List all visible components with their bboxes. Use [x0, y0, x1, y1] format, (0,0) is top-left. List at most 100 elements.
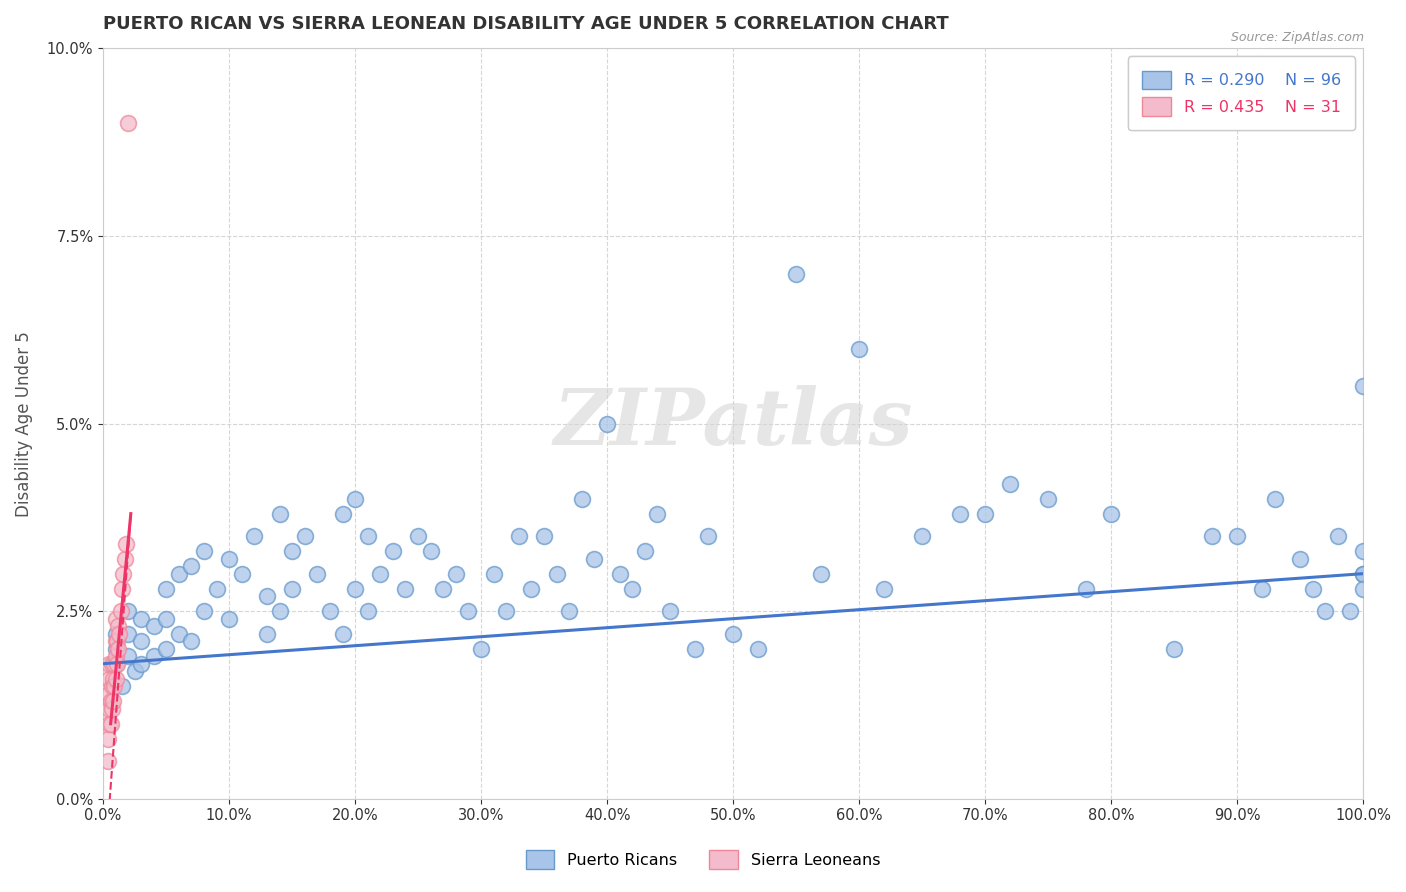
Point: [1351, 544, 1374, 558]
Point: [721, 626, 744, 640]
Point: [111, 582, 134, 596]
Point: [583, 551, 606, 566]
Point: [281, 544, 304, 558]
Point: [256, 589, 278, 603]
Point: [1351, 582, 1374, 596]
Point: [1074, 582, 1097, 596]
Point: [621, 582, 644, 596]
Point: [508, 529, 530, 543]
Point: [193, 544, 215, 558]
Point: [269, 507, 291, 521]
Point: [114, 536, 136, 550]
Point: [558, 604, 581, 618]
Point: [129, 612, 152, 626]
Point: [659, 604, 682, 618]
Point: [848, 342, 870, 356]
Point: [117, 649, 139, 664]
Point: [1351, 566, 1374, 581]
Point: [155, 641, 177, 656]
Point: [104, 672, 127, 686]
Point: [101, 679, 124, 693]
Point: [1226, 529, 1249, 543]
Point: [281, 582, 304, 596]
Point: [103, 679, 125, 693]
Point: [294, 529, 316, 543]
Point: [243, 529, 266, 543]
Point: [1201, 529, 1223, 543]
Point: [98, 687, 121, 701]
Point: [873, 582, 896, 596]
Point: [117, 626, 139, 640]
Point: [911, 529, 934, 543]
Point: [180, 634, 202, 648]
Legend: Puerto Ricans, Sierra Leoneans: Puerto Ricans, Sierra Leoneans: [519, 844, 887, 875]
Point: [112, 566, 135, 581]
Point: [332, 626, 354, 640]
Point: [101, 702, 124, 716]
Point: [457, 604, 479, 618]
Point: [647, 507, 669, 521]
Point: [117, 604, 139, 618]
Point: [344, 491, 367, 506]
Point: [381, 544, 404, 558]
Point: [142, 649, 165, 664]
Point: [104, 634, 127, 648]
Point: [696, 529, 718, 543]
Text: ZIPatlas: ZIPatlas: [554, 385, 912, 462]
Point: [785, 267, 807, 281]
Point: [419, 544, 441, 558]
Point: [344, 582, 367, 596]
Point: [1036, 491, 1059, 506]
Point: [117, 116, 139, 130]
Point: [218, 612, 240, 626]
Point: [307, 566, 329, 581]
Point: [100, 716, 122, 731]
Point: [104, 649, 127, 664]
Point: [107, 641, 129, 656]
Point: [1351, 566, 1374, 581]
Point: [1289, 551, 1312, 566]
Point: [180, 559, 202, 574]
Point: [685, 641, 707, 656]
Point: [167, 566, 190, 581]
Point: [104, 641, 127, 656]
Point: [193, 604, 215, 618]
Point: [104, 626, 127, 640]
Point: [103, 672, 125, 686]
Point: [155, 612, 177, 626]
Point: [470, 641, 492, 656]
Point: [231, 566, 253, 581]
Point: [406, 529, 429, 543]
Point: [1351, 379, 1374, 393]
Point: [218, 551, 240, 566]
Point: [949, 507, 972, 521]
Point: [105, 634, 128, 648]
Legend: R = 0.290    N = 96, R = 0.435    N = 31: R = 0.290 N = 96, R = 0.435 N = 31: [1128, 56, 1355, 130]
Point: [319, 604, 342, 618]
Point: [357, 529, 380, 543]
Point: [1251, 582, 1274, 596]
Point: [974, 507, 997, 521]
Point: [97, 754, 120, 768]
Point: [357, 604, 380, 618]
Point: [107, 619, 129, 633]
Point: [495, 604, 517, 618]
Point: [114, 551, 136, 566]
Point: [596, 417, 619, 431]
Point: [110, 604, 132, 618]
Point: [101, 657, 124, 671]
Point: [1163, 641, 1185, 656]
Point: [104, 657, 127, 671]
Point: [1315, 604, 1337, 618]
Point: [98, 657, 121, 671]
Point: [108, 626, 131, 640]
Point: [98, 716, 121, 731]
Point: [142, 619, 165, 633]
Point: [368, 566, 391, 581]
Text: PUERTO RICAN VS SIERRA LEONEAN DISABILITY AGE UNDER 5 CORRELATION CHART: PUERTO RICAN VS SIERRA LEONEAN DISABILIT…: [103, 15, 949, 33]
Point: [97, 731, 120, 746]
Point: [533, 529, 555, 543]
Point: [100, 694, 122, 708]
Point: [810, 566, 832, 581]
Point: [482, 566, 505, 581]
